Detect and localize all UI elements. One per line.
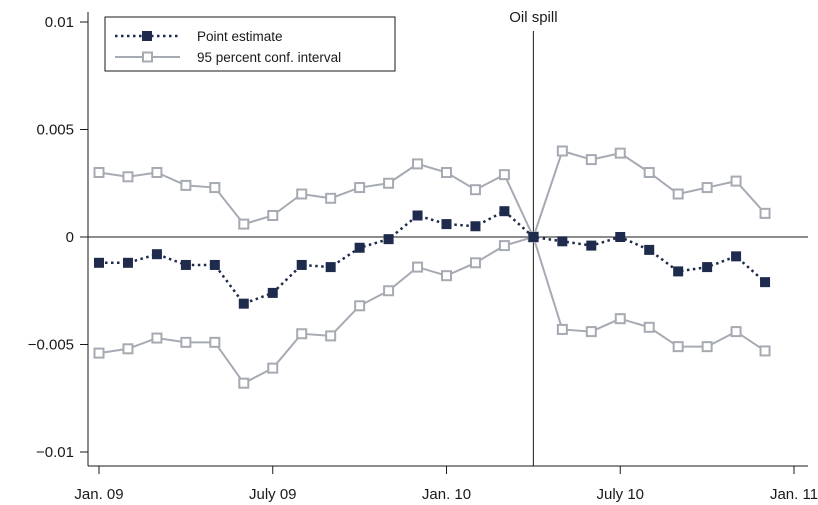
data-point <box>701 341 713 353</box>
legend-label-conf-interval: 95 percent conf. interval <box>197 50 341 65</box>
data-point <box>470 221 481 232</box>
data-point <box>760 277 771 288</box>
data-point <box>151 249 162 260</box>
data-point <box>122 171 134 183</box>
data-point <box>93 167 105 178</box>
y-tick-label: 0.01 <box>45 14 74 31</box>
series-point-estimate <box>94 206 771 309</box>
data-point <box>122 343 134 355</box>
data-point <box>528 232 539 242</box>
y-tick-label: 0 <box>66 229 74 246</box>
data-point <box>614 313 626 325</box>
data-point <box>556 323 568 335</box>
data-point <box>209 259 220 270</box>
data-point <box>325 262 336 273</box>
legend-marker-point-estimate <box>142 31 152 41</box>
data-point <box>209 182 221 194</box>
legend-entry-point-estimate: Point estimate <box>115 29 283 44</box>
y-ticks: 0.01 0.005 0 −0.005 −0.01 <box>28 14 88 461</box>
data-point <box>585 326 597 338</box>
data-point <box>498 169 510 181</box>
data-point <box>93 347 105 359</box>
data-point <box>614 147 626 159</box>
data-point <box>354 242 365 253</box>
data-point <box>759 345 771 357</box>
x-tick-label: July 09 <box>249 486 297 503</box>
legend: Point estimate 95 percent conf. interval <box>104 16 396 72</box>
data-point <box>585 154 597 166</box>
data-point <box>151 332 163 344</box>
data-point <box>615 232 626 242</box>
y-tick-label: −0.005 <box>28 337 74 354</box>
series-layer <box>93 145 771 389</box>
data-point <box>94 257 104 268</box>
data-point <box>644 244 655 255</box>
data-point <box>469 257 481 269</box>
y-tick-label: 0.005 <box>36 122 74 139</box>
x-tick-label: Jan. 10 <box>422 486 471 503</box>
data-point <box>180 336 192 348</box>
legend-entry-conf-interval: 95 percent conf. interval <box>115 50 341 65</box>
data-point <box>180 179 192 191</box>
data-point <box>412 210 423 221</box>
x-tick-label: Jan. 11 <box>770 486 818 503</box>
data-point <box>672 341 684 353</box>
series-lower-ci <box>93 231 771 389</box>
data-point <box>296 328 308 340</box>
data-point <box>643 167 655 178</box>
series-line <box>99 209 766 306</box>
data-point <box>122 257 133 268</box>
data-point <box>759 207 771 219</box>
data-point <box>383 285 395 297</box>
data-point <box>383 234 394 245</box>
data-point <box>238 377 250 389</box>
data-point <box>267 362 279 374</box>
data-point <box>441 270 452 282</box>
data-point <box>498 240 510 252</box>
data-point <box>296 188 308 200</box>
data-point <box>701 182 713 194</box>
x-tick-label: Jan. 09 <box>74 486 123 503</box>
data-point <box>238 298 249 309</box>
data-point <box>383 177 395 189</box>
x-tick-label: July 10 <box>596 486 644 503</box>
data-point <box>151 167 163 178</box>
series-line <box>98 235 766 385</box>
data-point <box>586 240 597 251</box>
data-point <box>354 300 366 312</box>
data-point <box>441 167 452 178</box>
data-point <box>354 182 366 194</box>
data-point <box>672 188 684 200</box>
data-point <box>643 321 655 333</box>
oil-spill-label: Oil spill <box>509 9 557 26</box>
data-point <box>556 145 568 157</box>
data-point <box>412 261 424 273</box>
data-point <box>702 262 713 273</box>
legend-label-point-estimate: Point estimate <box>197 29 283 44</box>
legend-marker-conf-interval <box>142 51 153 63</box>
data-point <box>267 287 278 298</box>
data-point <box>325 330 337 342</box>
data-point <box>238 218 250 230</box>
data-point <box>325 192 337 204</box>
data-point <box>180 259 191 270</box>
data-point <box>209 336 221 348</box>
data-point <box>469 184 481 196</box>
data-point <box>673 266 684 277</box>
x-ticks: Jan. 09 July 09 Jan. 10 July 10 Jan. 11 <box>74 466 818 503</box>
data-point <box>441 219 452 230</box>
data-point <box>499 206 510 217</box>
data-point <box>412 158 424 170</box>
data-point <box>731 251 742 262</box>
series-line <box>98 149 766 240</box>
data-point <box>730 326 742 338</box>
data-point <box>267 210 279 221</box>
y-tick-label: −0.01 <box>36 444 74 461</box>
series-upper-ci <box>93 145 771 243</box>
axes <box>87 12 808 467</box>
data-point <box>730 175 742 187</box>
data-point <box>296 259 307 270</box>
data-point <box>557 236 568 247</box>
